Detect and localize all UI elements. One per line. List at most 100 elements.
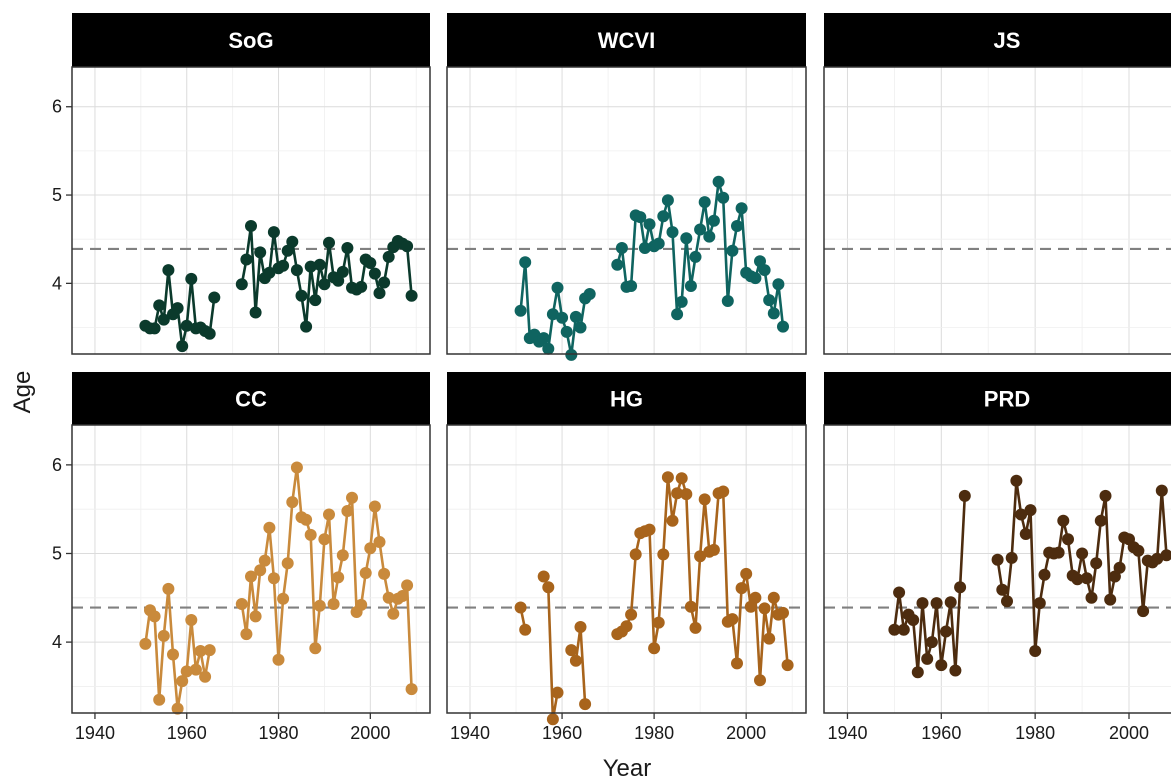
data-point [304,260,317,273]
data-point [703,230,716,243]
data-point [300,513,313,526]
data-point [519,256,532,269]
data-point [245,220,257,232]
data-point [772,278,785,291]
data-point [1033,597,1046,610]
data-point [661,471,674,484]
data-point [309,642,322,655]
data-point [277,259,290,272]
data-point [1085,591,1098,604]
y-axis-title: Age [9,371,36,414]
data-point [189,663,202,676]
data-point [171,302,184,315]
data-point [754,674,766,687]
data-point [565,644,578,657]
data-point [643,523,656,536]
x-tick-label: 1980 [1015,723,1055,743]
data-point [921,652,934,665]
panel-border [446,66,807,355]
data-point [717,191,730,204]
data-point [240,253,253,266]
data-point [954,581,967,594]
data-point [286,496,299,509]
x-tick-label: 1940 [827,723,867,743]
data-point [1151,552,1164,565]
data-point [332,274,345,287]
data-point [263,266,276,279]
panel-title: SoG [228,28,273,53]
panel-prd: PRD 1940 1960 1980 2000 [823,372,1171,743]
data-point [767,591,780,604]
data-point [560,325,573,338]
y-tick-label: 6 [52,97,62,117]
x-tick-label: 2000 [726,723,766,743]
data-point [949,664,962,677]
data-point [267,572,280,585]
data-point [203,327,216,340]
data-point [162,582,175,595]
data-point [157,629,170,642]
data-point [405,289,418,302]
data-point [1113,561,1126,574]
data-point [1099,489,1112,502]
data-point [171,702,184,715]
panel-border [71,66,431,355]
data-point [579,698,592,711]
data-point [569,654,582,667]
data-point [707,214,720,227]
data-point [707,543,720,556]
data-point [148,610,161,623]
data-point [387,607,400,620]
data-point [1015,508,1028,521]
data-point [675,472,688,485]
panel-border [823,66,1171,355]
data-point [652,237,665,250]
data-point [378,567,391,580]
data-point [749,272,762,285]
data-point [1038,568,1051,581]
data-point [758,264,771,277]
data-point [574,621,587,633]
data-point [295,289,308,302]
x-tick-label: 1940 [75,723,115,743]
data-point [313,599,326,612]
data-point [749,591,762,604]
data-point [537,570,550,583]
data-point [355,598,368,611]
panel-strip [72,13,430,67]
panel-border [71,424,431,714]
data-point [767,307,780,320]
data-point [1108,570,1121,583]
data-point [925,636,938,649]
data-point [1160,549,1171,562]
data-point [615,242,628,254]
data-point [680,232,693,245]
data-point [148,322,161,335]
data-point [754,255,766,268]
data-point [916,597,929,610]
x-tick-label: 2000 [350,723,390,743]
data-point [611,258,624,271]
data-point [1052,546,1065,559]
data-point [944,596,957,609]
data-point [763,632,776,645]
data-point [290,461,303,474]
data-point [153,693,166,706]
data-point [341,505,354,517]
data-point [364,542,377,555]
data-point [336,549,349,562]
data-point [157,313,170,326]
panel-hg: HG 1940 1960 1980 2000 [446,372,807,743]
data-point [556,311,569,324]
data-point [180,319,193,332]
data-point [272,653,285,666]
data-point [763,294,776,307]
x-tick-label: 1960 [167,723,207,743]
data-point [758,602,771,615]
data-point [546,713,559,726]
data-point [684,600,697,613]
data-point [203,644,216,657]
data-point [735,582,748,595]
data-point [286,235,299,248]
